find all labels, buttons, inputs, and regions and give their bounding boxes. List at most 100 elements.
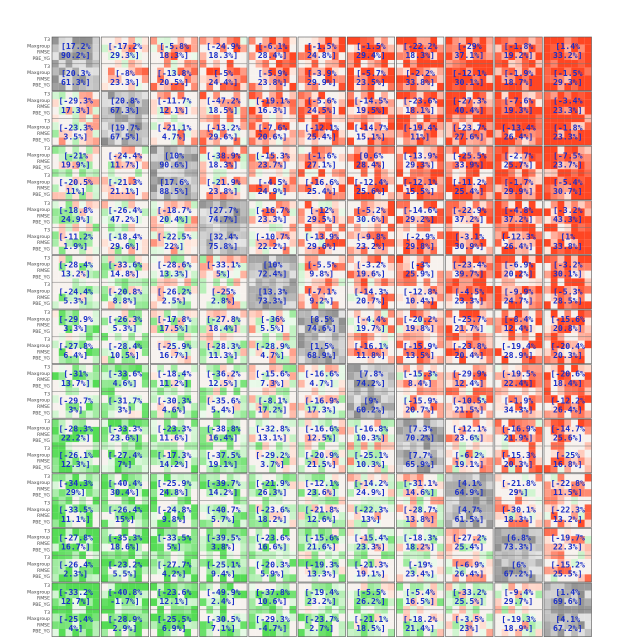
heatmap-cell bbox=[262, 122, 270, 130]
heatmap-cell bbox=[177, 325, 185, 334]
heatmap-cell bbox=[213, 231, 221, 240]
heatmap-cell bbox=[121, 216, 129, 224]
heatmap-cell bbox=[72, 317, 80, 326]
heatmap-cell bbox=[262, 208, 270, 217]
heatmap-cell bbox=[199, 293, 207, 302]
heatmap-cell bbox=[226, 317, 234, 326]
heatmap-cell bbox=[289, 176, 297, 185]
ci-label: 11%] bbox=[410, 132, 430, 142]
heatmap-cell bbox=[367, 301, 375, 310]
heatmap-cell bbox=[157, 153, 165, 162]
heatmap-cell bbox=[128, 37, 136, 45]
heatmap-cell bbox=[423, 255, 431, 264]
heatmap-cell bbox=[338, 419, 346, 427]
heatmap-cell bbox=[494, 310, 502, 318]
heatmap-cell bbox=[535, 255, 543, 264]
heatmap-cell bbox=[486, 419, 494, 427]
ci-label: 30.9%] bbox=[455, 241, 485, 251]
heatmap-cell bbox=[584, 410, 592, 419]
heatmap-cell bbox=[282, 52, 290, 61]
heatmap-cell bbox=[85, 200, 93, 209]
heatmap-cell bbox=[437, 239, 444, 247]
heatmap-cell bbox=[79, 37, 86, 45]
heatmap-cell bbox=[577, 91, 585, 100]
heatmap-cell bbox=[304, 146, 312, 154]
heatmap-cell bbox=[430, 153, 438, 162]
ci-label: [-5.7% bbox=[356, 68, 386, 78]
heatmap-cell bbox=[367, 286, 375, 294]
heatmap-cell bbox=[150, 75, 158, 83]
heatmap-cell bbox=[353, 82, 361, 91]
heatmap-cell bbox=[437, 122, 444, 130]
heatmap-cell bbox=[564, 200, 572, 209]
heatmap-cell bbox=[387, 434, 395, 443]
heatmap-cell bbox=[199, 153, 207, 162]
heatmap-cell bbox=[381, 137, 388, 146]
heatmap-cell bbox=[465, 161, 473, 170]
heatmap-cell bbox=[396, 129, 404, 138]
ci-label: [-5.6% bbox=[307, 96, 337, 106]
heatmap-cell bbox=[472, 122, 480, 130]
heatmap-cell bbox=[206, 301, 214, 310]
heatmap-cell bbox=[338, 161, 346, 170]
heatmap-cell bbox=[521, 91, 529, 100]
heatmap-panel: [-23.6%18.1%][-19.4%11%] bbox=[396, 91, 445, 146]
heatmap-cell bbox=[240, 434, 248, 443]
heatmap-cell bbox=[52, 200, 59, 209]
heatmap-cell bbox=[311, 67, 319, 76]
ci-label: 11%] bbox=[66, 186, 86, 196]
heatmap-panel: [-29.9%12.4%][-10.5%21.5%] bbox=[445, 364, 494, 419]
heatmap-cell bbox=[135, 99, 142, 107]
heatmap-cell bbox=[577, 99, 585, 107]
ci-label: [-5.3% bbox=[553, 286, 583, 296]
heatmap-cell bbox=[515, 208, 522, 217]
heatmap-cell bbox=[360, 106, 368, 115]
heatmap-cell bbox=[298, 355, 305, 364]
heatmap-cell bbox=[52, 52, 59, 61]
heatmap-cell bbox=[445, 301, 453, 310]
heatmap-cell bbox=[226, 52, 234, 61]
heatmap-cell bbox=[289, 410, 297, 419]
ci-label: 25.4%] bbox=[307, 186, 337, 196]
heatmap-cell bbox=[535, 395, 543, 403]
heatmap-cell bbox=[65, 52, 73, 61]
heatmap-cell bbox=[58, 192, 66, 200]
heatmap-cell bbox=[191, 44, 198, 53]
heatmap-cell bbox=[163, 106, 171, 115]
heatmap-cell bbox=[347, 192, 355, 200]
heatmap-cell bbox=[298, 379, 305, 388]
heatmap-cell bbox=[79, 216, 86, 224]
heatmap-cell bbox=[494, 465, 502, 473]
heatmap-cell bbox=[494, 161, 502, 170]
ci-label: 12.4%] bbox=[504, 323, 534, 333]
heatmap-cell bbox=[92, 395, 100, 403]
heatmap-cell bbox=[472, 286, 480, 294]
heatmap-cell bbox=[85, 231, 93, 240]
heatmap-cell bbox=[262, 99, 270, 107]
ci-label: 16.3%] bbox=[258, 105, 288, 115]
heatmap-cell bbox=[92, 426, 100, 435]
heatmap-cell bbox=[163, 216, 171, 224]
heatmap-cell bbox=[535, 153, 543, 162]
heatmap-cell bbox=[430, 263, 438, 271]
heatmap-cell bbox=[170, 200, 178, 209]
heatmap-cell bbox=[550, 44, 558, 53]
heatmap-cell bbox=[135, 348, 142, 356]
heatmap-cell bbox=[311, 263, 319, 271]
heatmap-cell bbox=[544, 255, 551, 264]
heatmap-cell bbox=[191, 153, 198, 162]
heatmap-cell bbox=[515, 286, 522, 294]
heatmap-cell bbox=[233, 161, 241, 170]
heatmap-cell bbox=[191, 395, 198, 403]
heatmap-cell bbox=[304, 301, 312, 310]
heatmap-cell bbox=[184, 317, 192, 326]
heatmap-cell bbox=[262, 184, 270, 193]
heatmap-cell bbox=[535, 106, 543, 115]
heatmap-cell bbox=[338, 410, 346, 419]
heatmap-cell bbox=[459, 208, 467, 217]
heatmap-cell bbox=[107, 106, 115, 115]
heatmap-cell bbox=[486, 348, 494, 356]
heatmap-cell bbox=[367, 44, 375, 53]
heatmap-cell bbox=[65, 310, 73, 318]
heatmap-cell bbox=[213, 99, 221, 107]
